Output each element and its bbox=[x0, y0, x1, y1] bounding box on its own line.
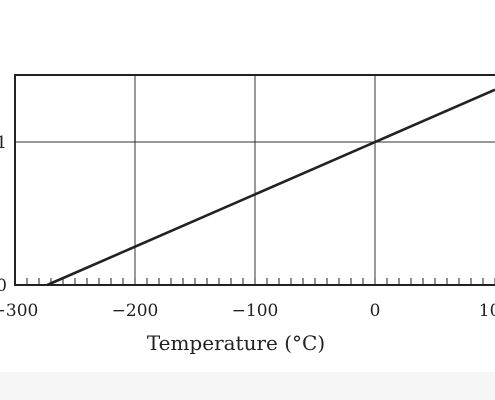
series-group bbox=[46, 88, 495, 287]
gridlines bbox=[15, 75, 495, 285]
minor-ticks bbox=[14, 278, 495, 285]
plot-frame bbox=[14, 74, 495, 286]
line-chart: −300−200−1000100 01 Temperature (°C) bbox=[0, 74, 495, 355]
y-tick-label: 0 bbox=[0, 276, 7, 296]
x-axis-label: Temperature (°C) bbox=[147, 331, 325, 355]
x-tick-label: −100 bbox=[232, 301, 279, 321]
series-line bbox=[46, 88, 495, 287]
x-tick-labels: −300 −200 −100 0 100 bbox=[0, 301, 495, 321]
x-tick-label: 100 bbox=[479, 301, 495, 321]
x-tick-label: −300 bbox=[0, 301, 38, 321]
y-tick-label: 1 bbox=[0, 133, 7, 153]
bottom-band bbox=[0, 372, 495, 400]
x-tick-label: −200 bbox=[112, 301, 159, 321]
y-tick-labels: 01 bbox=[0, 133, 7, 296]
x-tick-label: 0 bbox=[370, 301, 381, 321]
